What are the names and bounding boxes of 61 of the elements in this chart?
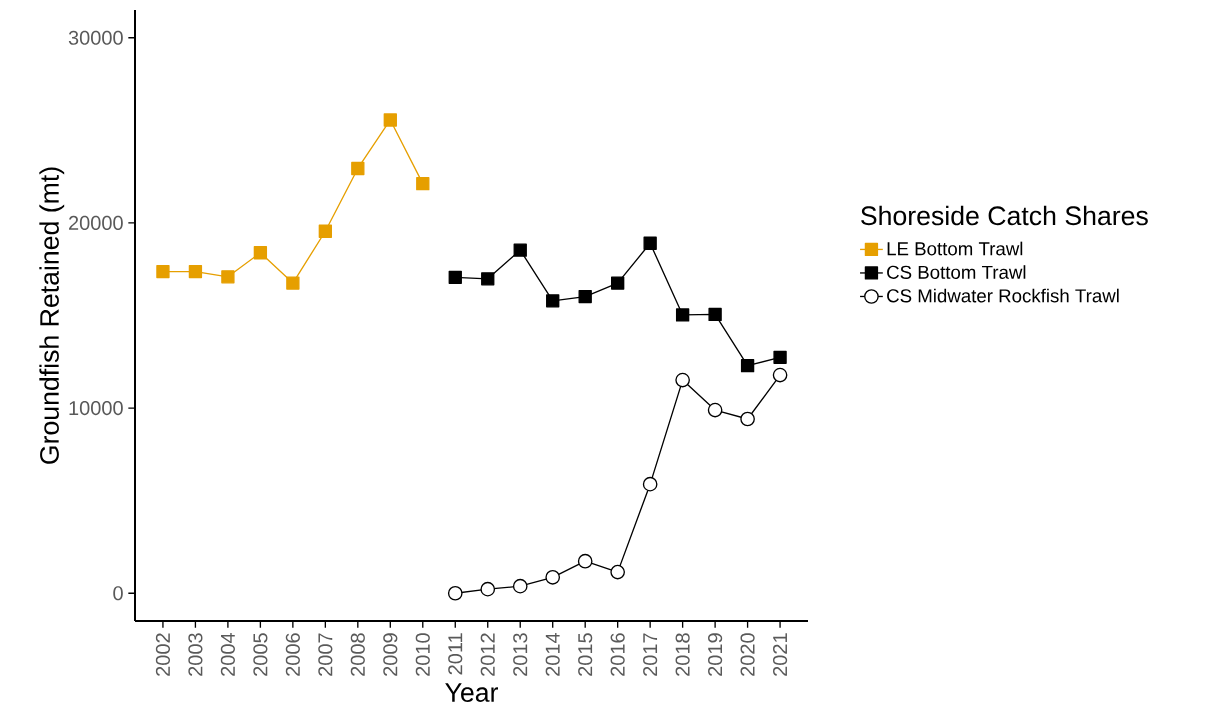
point — [416, 177, 430, 191]
point — [740, 411, 755, 427]
point — [610, 564, 626, 580]
point — [318, 224, 333, 238]
point — [480, 581, 496, 597]
x-tick-label: 2019 — [708, 633, 723, 676]
legend-label: CS Midwater Rockfish Trawl — [887, 288, 1119, 303]
point — [513, 243, 527, 257]
point — [545, 569, 561, 585]
legend-title: Shoreside Catch Shares — [861, 205, 1148, 226]
point — [578, 289, 592, 304]
x-tick-label: 2016 — [610, 633, 625, 676]
point — [253, 246, 268, 260]
x-tick-label: 2013 — [513, 633, 528, 676]
point — [740, 359, 755, 373]
x-tick-label: 2006 — [285, 633, 300, 676]
x-tick-label: 2021 — [772, 633, 788, 676]
x-tick-label: 2011 — [448, 633, 463, 675]
y-tick-label: 10000 — [69, 400, 123, 416]
point — [383, 113, 397, 127]
point — [286, 276, 300, 290]
point — [156, 264, 170, 279]
x-tick-label: 2004 — [220, 632, 235, 676]
point — [642, 476, 658, 492]
point — [577, 553, 593, 569]
y-tick-label: 0 — [113, 586, 123, 601]
point — [221, 270, 235, 284]
legend-label: LE Bottom Trawl — [887, 241, 1023, 256]
x-tick-label: 2014 — [545, 632, 560, 676]
x-tick-label: 2012 — [480, 633, 495, 676]
point — [351, 161, 365, 176]
x-tick-label: 2018 — [675, 633, 690, 676]
point — [772, 367, 788, 383]
x-axis-title: Year — [445, 683, 499, 702]
point — [447, 585, 463, 601]
point — [707, 402, 723, 418]
point — [643, 236, 657, 250]
point — [773, 350, 787, 365]
x-tick-label: 2009 — [383, 633, 398, 676]
x-tick-label: 2020 — [740, 633, 755, 676]
x-tick-label: 2003 — [188, 633, 203, 676]
point — [512, 578, 528, 594]
x-tick-label: 2015 — [578, 633, 593, 676]
point — [611, 276, 625, 290]
point — [708, 307, 722, 322]
legend-label: CS Bottom Trawl — [887, 265, 1026, 279]
point — [481, 272, 495, 286]
x-tick-label: 2010 — [415, 633, 430, 676]
point — [546, 294, 560, 308]
x-tick-label: 2017 — [643, 633, 658, 676]
x-tick-label: 2007 — [318, 633, 333, 676]
x-tick-label: 2002 — [155, 633, 171, 676]
point — [448, 270, 462, 285]
y-tick-label: 30000 — [68, 30, 123, 45]
point — [675, 372, 690, 388]
y-tick-label: 20000 — [69, 215, 123, 230]
x-tick-label: 2005 — [253, 633, 268, 676]
y-axis-title: Groundfish Retained (mt) — [39, 167, 65, 464]
x-tick-label: 2008 — [350, 633, 365, 676]
point — [188, 264, 203, 279]
point — [675, 308, 690, 322]
